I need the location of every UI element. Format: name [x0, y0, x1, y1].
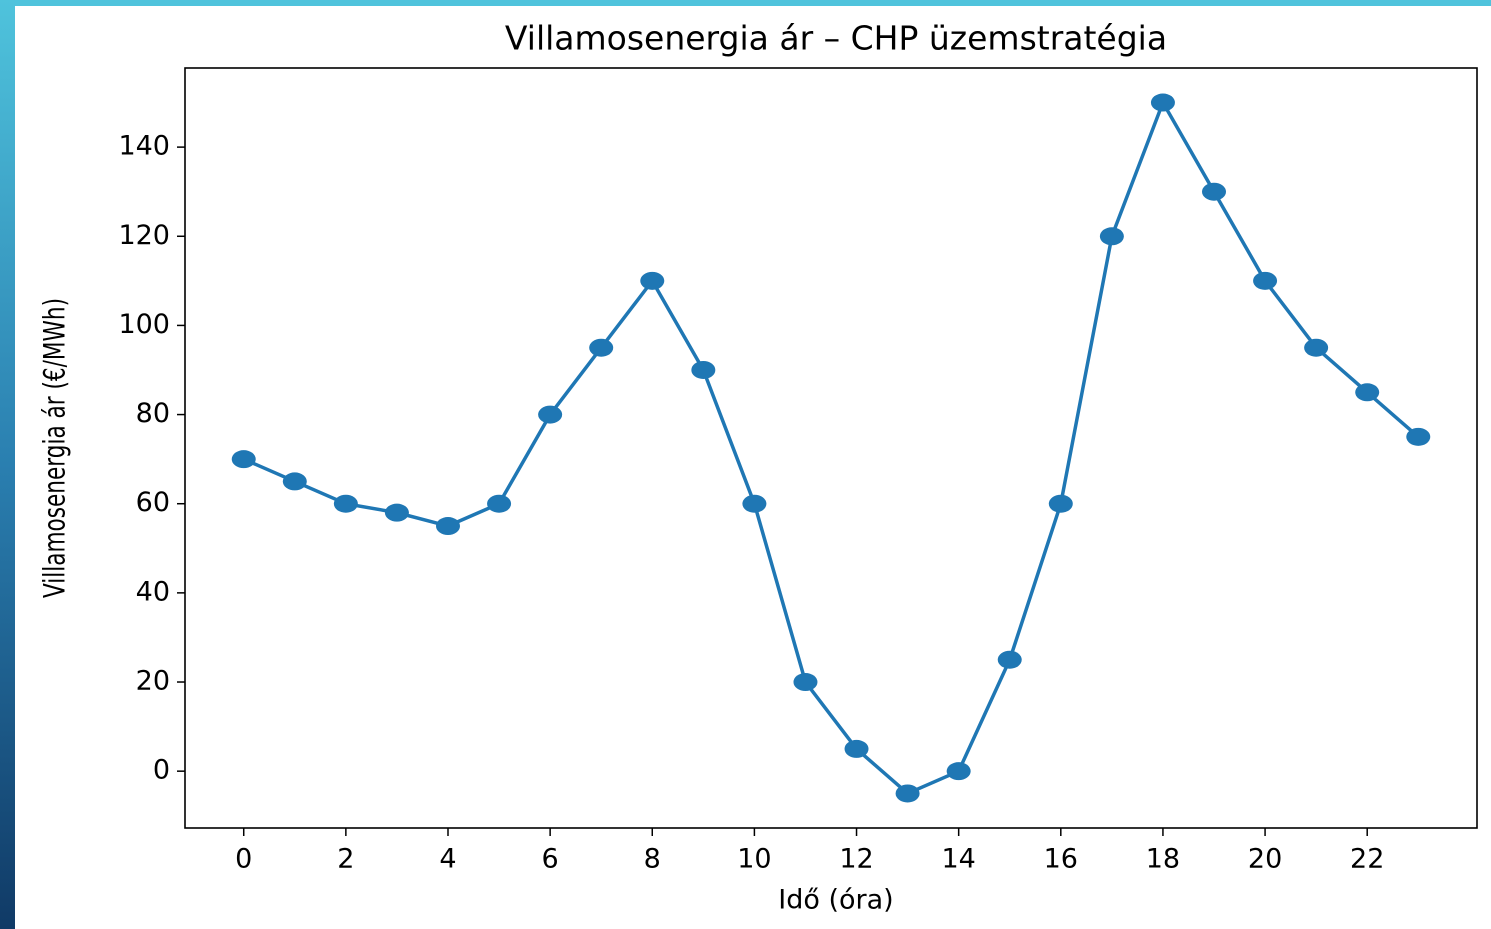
- marker: [742, 494, 767, 513]
- marker: [435, 517, 460, 536]
- x-tick-label: 12: [839, 844, 873, 875]
- y-tick-label: 140: [118, 131, 170, 162]
- y-tick-label: 100: [118, 309, 170, 340]
- marker: [895, 784, 920, 803]
- x-tick-label: 2: [337, 844, 354, 875]
- marker: [946, 762, 971, 781]
- x-tick-label: 4: [439, 844, 456, 875]
- x-tick-label: 20: [1248, 844, 1282, 875]
- marker: [1048, 494, 1073, 513]
- x-tick-label: 6: [542, 844, 559, 875]
- x-tick-label: 22: [1350, 844, 1384, 875]
- line: [243, 98, 1420, 796]
- y-axis-label: Villamosenergia ár (€/MWh): [38, 298, 72, 598]
- marker: [1253, 271, 1278, 290]
- marker: [333, 494, 358, 513]
- y-tick-label: 0: [153, 755, 170, 786]
- x-tick-label: 14: [941, 844, 975, 875]
- top-stripe: [0, 0, 1491, 6]
- marker: [691, 360, 716, 379]
- marker: [384, 503, 409, 522]
- marker: [1304, 338, 1329, 357]
- marker: [793, 673, 818, 692]
- marker: [538, 405, 563, 424]
- marker: [1150, 93, 1175, 112]
- y-tick-label: 20: [136, 666, 170, 697]
- marker: [997, 650, 1022, 669]
- x-tick-label: 8: [644, 844, 661, 875]
- marker: [231, 450, 256, 469]
- x-tick-label: 18: [1146, 844, 1180, 875]
- x-tick-label: 0: [235, 844, 252, 875]
- marker: [282, 472, 307, 491]
- chart-title: Villamosenergia ár – CHP üzemstratégia: [505, 19, 1167, 58]
- marker: [1406, 427, 1431, 446]
- x-tick-label: 10: [737, 844, 771, 875]
- x-axis-label: Idő (óra): [778, 885, 893, 916]
- marker: [1355, 383, 1380, 402]
- marker: [1202, 182, 1227, 201]
- marker: [1099, 227, 1124, 246]
- marker: [487, 494, 512, 513]
- y-tick-label: 40: [136, 576, 170, 607]
- x-tick-label: 16: [1044, 844, 1078, 875]
- side-stripe: [0, 0, 15, 929]
- marker: [589, 338, 614, 357]
- marker: [844, 739, 869, 758]
- y-tick-label: 80: [136, 398, 170, 429]
- y-tick-label: 120: [118, 220, 170, 251]
- y-tick-label: 60: [136, 487, 170, 518]
- marker: [640, 271, 665, 290]
- plot-frame: [184, 67, 1478, 829]
